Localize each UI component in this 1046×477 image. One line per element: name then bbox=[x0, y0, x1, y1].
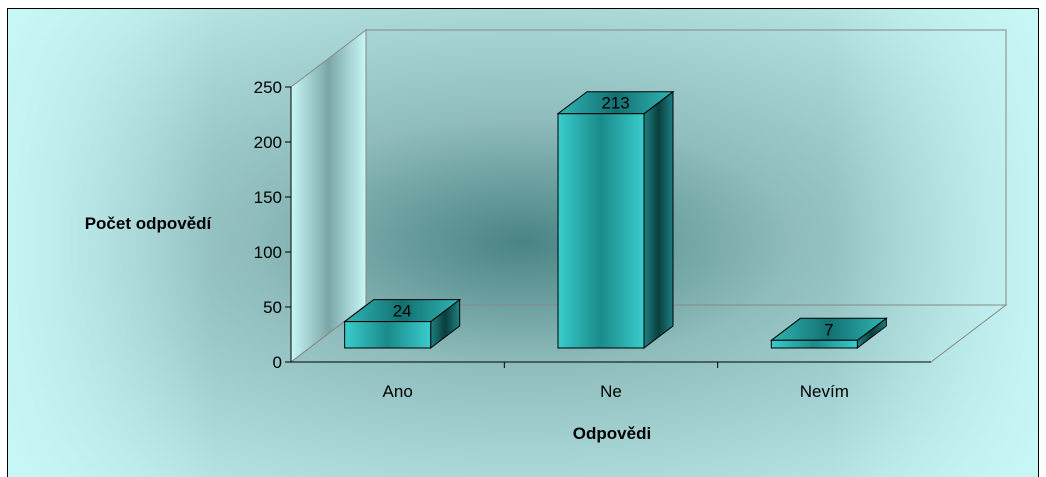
x-axis-title: Odpovědi bbox=[573, 424, 651, 443]
left-wall bbox=[290, 28, 367, 364]
chart-background-edges bbox=[7, 8, 1039, 477]
chart-border bbox=[7, 8, 1039, 477]
bars-group: 24 213 7 bbox=[343, 90, 888, 350]
y-tick-label: 200 bbox=[254, 133, 282, 152]
bar-front bbox=[770, 339, 858, 349]
data-label: 7 bbox=[824, 320, 833, 339]
bar-front bbox=[344, 321, 432, 349]
data-label: 213 bbox=[601, 94, 629, 113]
x-tick-label: Ne bbox=[600, 382, 622, 401]
bar-ne: 213 bbox=[556, 90, 675, 350]
y-tick-label: 0 bbox=[273, 353, 282, 372]
y-tick-label: 250 bbox=[254, 78, 282, 97]
y-tick-label: 50 bbox=[263, 298, 282, 317]
x-axis-ticks: Ano Ne Nevím bbox=[383, 362, 849, 401]
y-axis-ticks: 0 50 100 150 200 250 bbox=[254, 78, 291, 372]
bar-side bbox=[643, 90, 674, 350]
bar-front bbox=[557, 113, 645, 349]
y-tick-label: 150 bbox=[254, 188, 282, 207]
y-tick-label: 100 bbox=[254, 243, 282, 262]
bar-ano: 24 bbox=[343, 298, 462, 350]
y-axis-title: Počet odpovědí bbox=[85, 214, 213, 233]
data-label: 24 bbox=[393, 302, 412, 321]
x-tick-label: Ano bbox=[383, 382, 413, 401]
bar-nevím: 7 bbox=[769, 317, 888, 350]
x-tick-label: Nevím bbox=[800, 382, 849, 401]
